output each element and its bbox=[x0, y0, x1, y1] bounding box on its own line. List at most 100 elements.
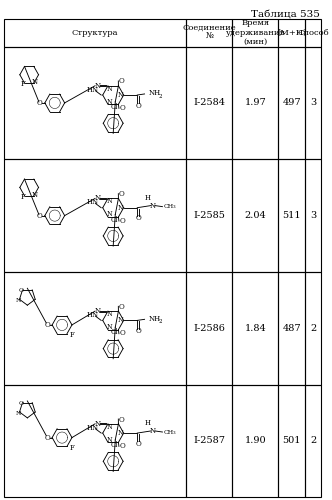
Text: Cl: Cl bbox=[111, 216, 118, 224]
Bar bbox=[186, 384, 232, 498]
Text: NH: NH bbox=[149, 90, 161, 98]
Bar bbox=[305, 160, 321, 272]
Bar bbox=[278, 272, 305, 384]
Text: F: F bbox=[21, 80, 25, 88]
Text: N: N bbox=[107, 436, 112, 444]
Text: O: O bbox=[44, 434, 50, 442]
Text: N: N bbox=[107, 422, 112, 430]
Text: N: N bbox=[118, 316, 123, 324]
Text: H: H bbox=[145, 194, 151, 202]
Bar bbox=[278, 384, 305, 498]
Text: 1.97: 1.97 bbox=[244, 98, 266, 108]
Bar bbox=[232, 46, 278, 160]
Text: N: N bbox=[150, 202, 156, 209]
Text: 2: 2 bbox=[158, 94, 162, 99]
Text: O: O bbox=[37, 99, 43, 107]
Text: O: O bbox=[135, 440, 141, 448]
Text: 501: 501 bbox=[283, 436, 301, 446]
Text: 2.04: 2.04 bbox=[244, 211, 266, 220]
Text: 497: 497 bbox=[283, 98, 301, 108]
Bar bbox=[305, 46, 321, 160]
Text: N: N bbox=[118, 91, 123, 99]
Bar bbox=[4, 46, 186, 160]
Bar bbox=[232, 272, 278, 384]
Text: Таблица 535: Таблица 535 bbox=[251, 10, 320, 20]
Text: O: O bbox=[120, 442, 125, 450]
Bar bbox=[186, 18, 232, 46]
Text: Время
удерживания
(мин): Время удерживания (мин) bbox=[225, 20, 285, 46]
Text: N: N bbox=[94, 82, 101, 90]
Bar bbox=[4, 272, 186, 384]
Text: 511: 511 bbox=[283, 211, 301, 220]
Text: O: O bbox=[135, 102, 141, 110]
Bar bbox=[232, 160, 278, 272]
Text: 487: 487 bbox=[283, 324, 301, 333]
Text: Cl: Cl bbox=[111, 441, 118, 449]
Text: O: O bbox=[135, 214, 141, 222]
Bar bbox=[305, 384, 321, 498]
Text: N: N bbox=[16, 298, 21, 303]
Bar bbox=[4, 18, 186, 46]
Text: Cl: Cl bbox=[111, 103, 118, 111]
Text: [M+H]: [M+H] bbox=[277, 28, 306, 36]
Text: N: N bbox=[107, 210, 112, 218]
Bar bbox=[278, 46, 305, 160]
Bar bbox=[232, 384, 278, 498]
Text: O: O bbox=[119, 303, 124, 311]
Text: N: N bbox=[107, 323, 112, 331]
Text: I-2587: I-2587 bbox=[193, 436, 225, 446]
Text: 3: 3 bbox=[310, 98, 316, 108]
Bar bbox=[232, 18, 278, 46]
Text: O: O bbox=[119, 190, 124, 198]
Text: I-2585: I-2585 bbox=[193, 211, 225, 220]
Text: N: N bbox=[94, 420, 101, 428]
Text: O: O bbox=[44, 321, 50, 329]
Bar bbox=[186, 272, 232, 384]
Text: N: N bbox=[16, 410, 21, 416]
Text: N: N bbox=[107, 197, 112, 205]
Text: N: N bbox=[94, 307, 101, 315]
Text: O: O bbox=[19, 288, 24, 294]
Text: CH₃: CH₃ bbox=[163, 204, 176, 209]
Bar bbox=[4, 384, 186, 498]
Text: N: N bbox=[107, 310, 112, 318]
Bar bbox=[186, 46, 232, 160]
Text: O: O bbox=[119, 78, 124, 86]
Text: F: F bbox=[21, 192, 25, 200]
Text: HN: HN bbox=[86, 86, 98, 94]
Text: N: N bbox=[150, 427, 156, 435]
Text: N: N bbox=[107, 98, 112, 106]
Text: O: O bbox=[120, 216, 125, 224]
Text: O: O bbox=[119, 416, 124, 424]
Text: H: H bbox=[145, 420, 151, 428]
Text: N: N bbox=[118, 429, 123, 437]
Text: O: O bbox=[135, 327, 141, 335]
Text: Соединение
№: Соединение № bbox=[183, 24, 236, 41]
Text: Структура: Структура bbox=[72, 28, 118, 36]
Text: 2: 2 bbox=[310, 324, 316, 333]
Bar bbox=[4, 160, 186, 272]
Text: F: F bbox=[70, 444, 74, 452]
Text: 1.84: 1.84 bbox=[244, 324, 266, 333]
Text: CH₃: CH₃ bbox=[163, 430, 176, 434]
Bar bbox=[305, 272, 321, 384]
Text: N: N bbox=[32, 78, 38, 86]
Text: O: O bbox=[120, 329, 125, 337]
Text: O: O bbox=[19, 401, 24, 406]
Text: NH: NH bbox=[149, 315, 161, 323]
Bar bbox=[186, 160, 232, 272]
Bar bbox=[278, 18, 305, 46]
Text: 2: 2 bbox=[310, 436, 316, 446]
Text: N: N bbox=[118, 204, 123, 212]
Text: F: F bbox=[70, 331, 74, 339]
Text: HN: HN bbox=[86, 198, 98, 206]
Text: N: N bbox=[94, 194, 101, 202]
Text: 3: 3 bbox=[310, 211, 316, 220]
Text: I-2584: I-2584 bbox=[193, 98, 225, 108]
Text: I-2586: I-2586 bbox=[193, 324, 225, 333]
Text: HN: HN bbox=[86, 311, 98, 319]
Text: O: O bbox=[120, 104, 125, 112]
Text: 1.90: 1.90 bbox=[244, 436, 266, 446]
Bar bbox=[305, 18, 321, 46]
Text: Способ: Способ bbox=[297, 28, 329, 36]
